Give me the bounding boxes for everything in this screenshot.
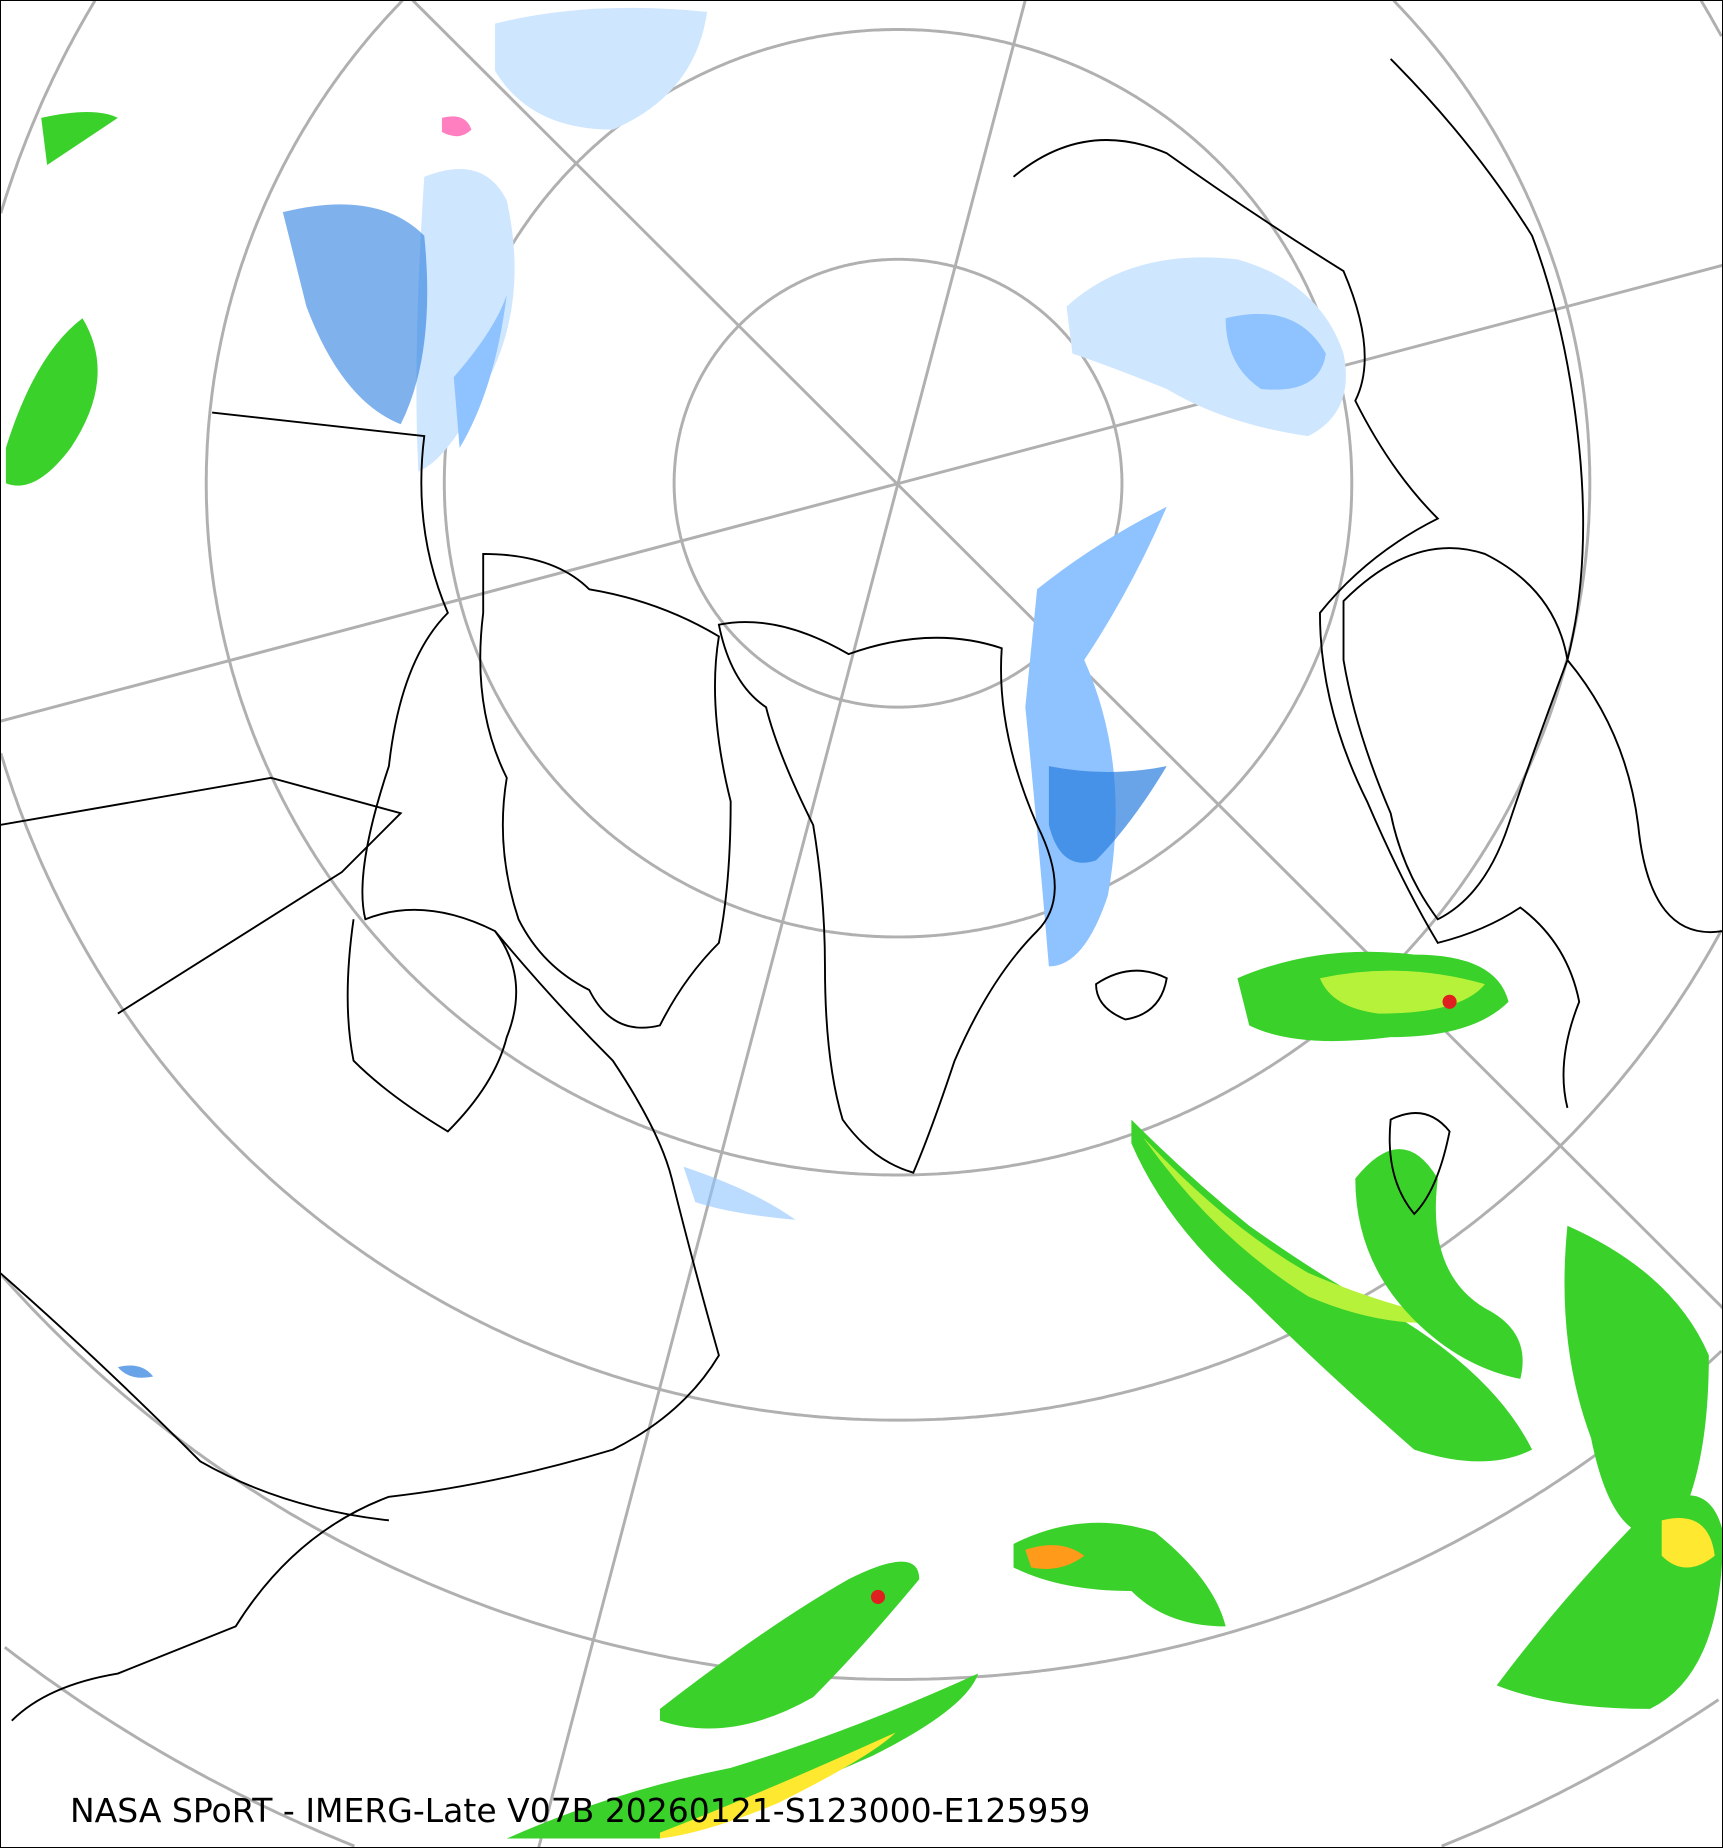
latitude-circle-40	[1, 1274, 1723, 1681]
border-line	[0, 1272, 390, 1522]
mixed-area	[441, 116, 472, 137]
rain-band-europe-core	[1143, 1137, 1462, 1323]
rain-band-southwest	[659, 1561, 920, 1729]
rain-area-pacific	[5, 318, 98, 486]
meridian-line	[537, 0, 1027, 1848]
snow-area-great-lakes	[117, 1365, 154, 1378]
snow-area-alaska	[416, 168, 515, 472]
rain-area-atlantic-south-core	[1025, 1545, 1085, 1569]
snow-area-svalbard	[1025, 506, 1167, 967]
eurasia-coast	[1012, 139, 1581, 1109]
latitude-circle-60	[204, 0, 1592, 1177]
scandinavia-coast	[1342, 547, 1569, 921]
snow-area-chukotka	[282, 204, 428, 425]
rain-area-atlantic-south	[1013, 1522, 1226, 1627]
rain-max	[870, 1589, 886, 1605]
latitude-circle-30	[3, 1646, 1720, 1848]
rain-band-scandinavia	[1355, 1149, 1523, 1379]
rainfall-areas	[5, 111, 1723, 1839]
snow-area-greenland-east	[1048, 766, 1167, 863]
rain-area-pacific-west	[41, 111, 118, 166]
latitude-circle-70	[442, 28, 1354, 939]
rain-band-southeast-core	[1661, 1517, 1715, 1568]
border-line	[0, 776, 403, 1015]
north-america-coast	[11, 411, 720, 1722]
snow-area-siberia-core	[1225, 313, 1326, 390]
map-caption: NASA SPoRT - IMERG-Late V07B 20260121-S1…	[70, 1791, 1091, 1830]
latitude-circle-50	[0, 0, 1723, 1422]
hudson-bay-coast	[346, 919, 518, 1133]
canada-arctic-islands	[479, 553, 732, 1029]
snow-area-labrador	[683, 1166, 796, 1220]
rain-band-south-core	[659, 1732, 896, 1839]
border-line	[1389, 58, 1723, 934]
snow-area-beaufort	[494, 7, 708, 130]
meridian-line	[0, 263, 1723, 723]
british-isles-coast	[1388, 1112, 1451, 1216]
rain-band-south	[506, 1673, 979, 1839]
latitude-circle-80	[672, 257, 1124, 709]
snow-area-siberia	[1066, 257, 1346, 437]
coastlines-and-borders	[0, 58, 1723, 1722]
iceland-coast	[1095, 969, 1168, 1021]
snowfall-areas	[117, 7, 1346, 1378]
rain-max	[1442, 994, 1457, 1009]
snow-area-alaska-core	[453, 294, 507, 448]
greenland-coast	[717, 621, 1056, 1174]
rain-band-east	[1564, 1225, 1709, 1537]
